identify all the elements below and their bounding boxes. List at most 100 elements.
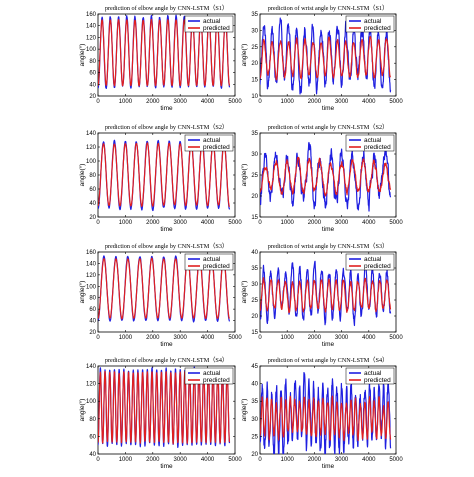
y-tick-label: 120 [86,145,97,151]
y-tick-label: 30 [251,417,258,423]
x-tick-label: 1000 [119,457,133,463]
x-axis-label: time [322,341,335,348]
x-tick-label: 5000 [228,99,242,105]
y-tick-label: 140 [86,131,97,137]
chart-panel-1: prediction of elbow angle by CNN-LSTM（S1… [78,5,242,112]
x-tick-label: 0 [258,335,262,341]
x-tick-label: 1000 [281,457,295,463]
x-tick-label: 0 [96,457,100,463]
y-tick-label: 100 [86,399,97,405]
x-tick-label: 3000 [174,99,188,105]
legend-label-actual: actual [364,370,382,377]
y-tick-label: 60 [89,307,96,313]
chart-panel-6: prediction of wrist angle by CNN-LSTM（S3… [240,243,403,348]
legend-label-predicted: predicted [203,25,230,32]
y-tick-label: 100 [86,159,97,165]
legend-label-actual: actual [364,18,382,25]
y-axis-label: angle(°) [78,399,86,422]
y-tick-label: 30 [251,28,258,34]
series-line-predicted [98,18,231,87]
y-tick-label: 20 [89,94,96,100]
x-tick-label: 0 [258,457,262,463]
legend-label-actual: actual [364,137,382,144]
y-tick-label: 40 [89,319,96,325]
y-axis-label: angle(°) [78,44,86,67]
x-tick-label: 3000 [335,220,349,226]
y-axis-label: angle(°) [78,164,86,187]
x-tick-label: 3000 [174,220,188,226]
y-tick-label: 80 [89,173,96,179]
legend-label-actual: actual [203,256,221,263]
y-tick-label: 160 [86,12,97,18]
x-tick-label: 4000 [201,335,215,341]
x-tick-label: 4000 [201,99,215,105]
y-tick-label: 140 [86,24,97,30]
x-tick-label: 1000 [119,220,133,226]
chart-title: prediction of wrist angle by CNN-LSTM（S2… [268,124,388,131]
y-tick-label: 80 [89,296,96,302]
y-tick-label: 25 [251,298,258,304]
legend-label-predicted: predicted [203,144,230,151]
y-tick-label: 25 [251,45,258,51]
y-tick-label: 20 [89,215,96,221]
x-tick-label: 2000 [146,99,160,105]
x-tick-label: 4000 [362,220,376,226]
chart-panel-5: prediction of elbow angle by CNN-LSTM（S3… [78,243,242,348]
x-tick-label: 2000 [308,220,322,226]
x-axis-label: time [160,226,173,233]
x-tick-label: 1000 [281,99,295,105]
y-tick-label: 15 [251,330,258,336]
series-line-actual [260,17,392,95]
y-axis-label: angle(°) [78,281,86,304]
chart-title: prediction of wrist angle by CNN-LSTM（S1… [268,5,388,12]
x-tick-label: 2000 [146,335,160,341]
y-axis-label: angle(°) [240,399,248,422]
legend-label-predicted: predicted [364,25,391,32]
y-tick-label: 30 [251,282,258,288]
x-axis-label: time [160,463,173,470]
y-tick-label: 45 [251,364,258,370]
x-tick-label: 4000 [201,220,215,226]
x-tick-label: 1000 [281,220,295,226]
x-tick-label: 0 [258,220,262,226]
chart-panel-8: prediction of wrist angle by CNN-LSTM（S4… [240,357,403,470]
y-tick-label: 60 [89,71,96,77]
series-line-predicted [98,370,231,445]
x-tick-label: 5000 [389,99,403,105]
y-tick-label: 80 [89,417,96,423]
x-axis-label: time [160,341,173,348]
x-axis-label: time [322,463,335,470]
x-axis-label: time [322,105,335,112]
y-tick-label: 20 [251,314,258,320]
legend-label-actual: actual [203,137,221,144]
x-tick-label: 4000 [201,457,215,463]
y-tick-label: 40 [89,82,96,88]
legend-label-predicted: predicted [364,377,391,384]
series-line-actual [98,139,231,212]
legend-label-actual: actual [203,18,221,25]
x-tick-label: 2000 [146,220,160,226]
x-tick-label: 0 [96,99,100,105]
legend-label-predicted: predicted [203,263,230,270]
legend-label-predicted: predicted [203,377,230,384]
y-tick-label: 20 [251,452,258,458]
x-tick-label: 4000 [362,457,376,463]
chart-title: prediction of elbow angle by CNN-LSTM（S2… [105,124,228,131]
x-tick-label: 3000 [174,457,188,463]
chart-panel-3: prediction of elbow angle by CNN-LSTM（S2… [78,124,242,233]
x-tick-label: 0 [96,220,100,226]
legend-label-actual: actual [203,370,221,377]
y-tick-label: 20 [89,330,96,336]
y-tick-label: 140 [86,261,97,267]
x-tick-label: 0 [96,335,100,341]
series-line-predicted [98,257,230,320]
x-tick-label: 5000 [389,220,403,226]
y-tick-label: 40 [251,250,258,256]
